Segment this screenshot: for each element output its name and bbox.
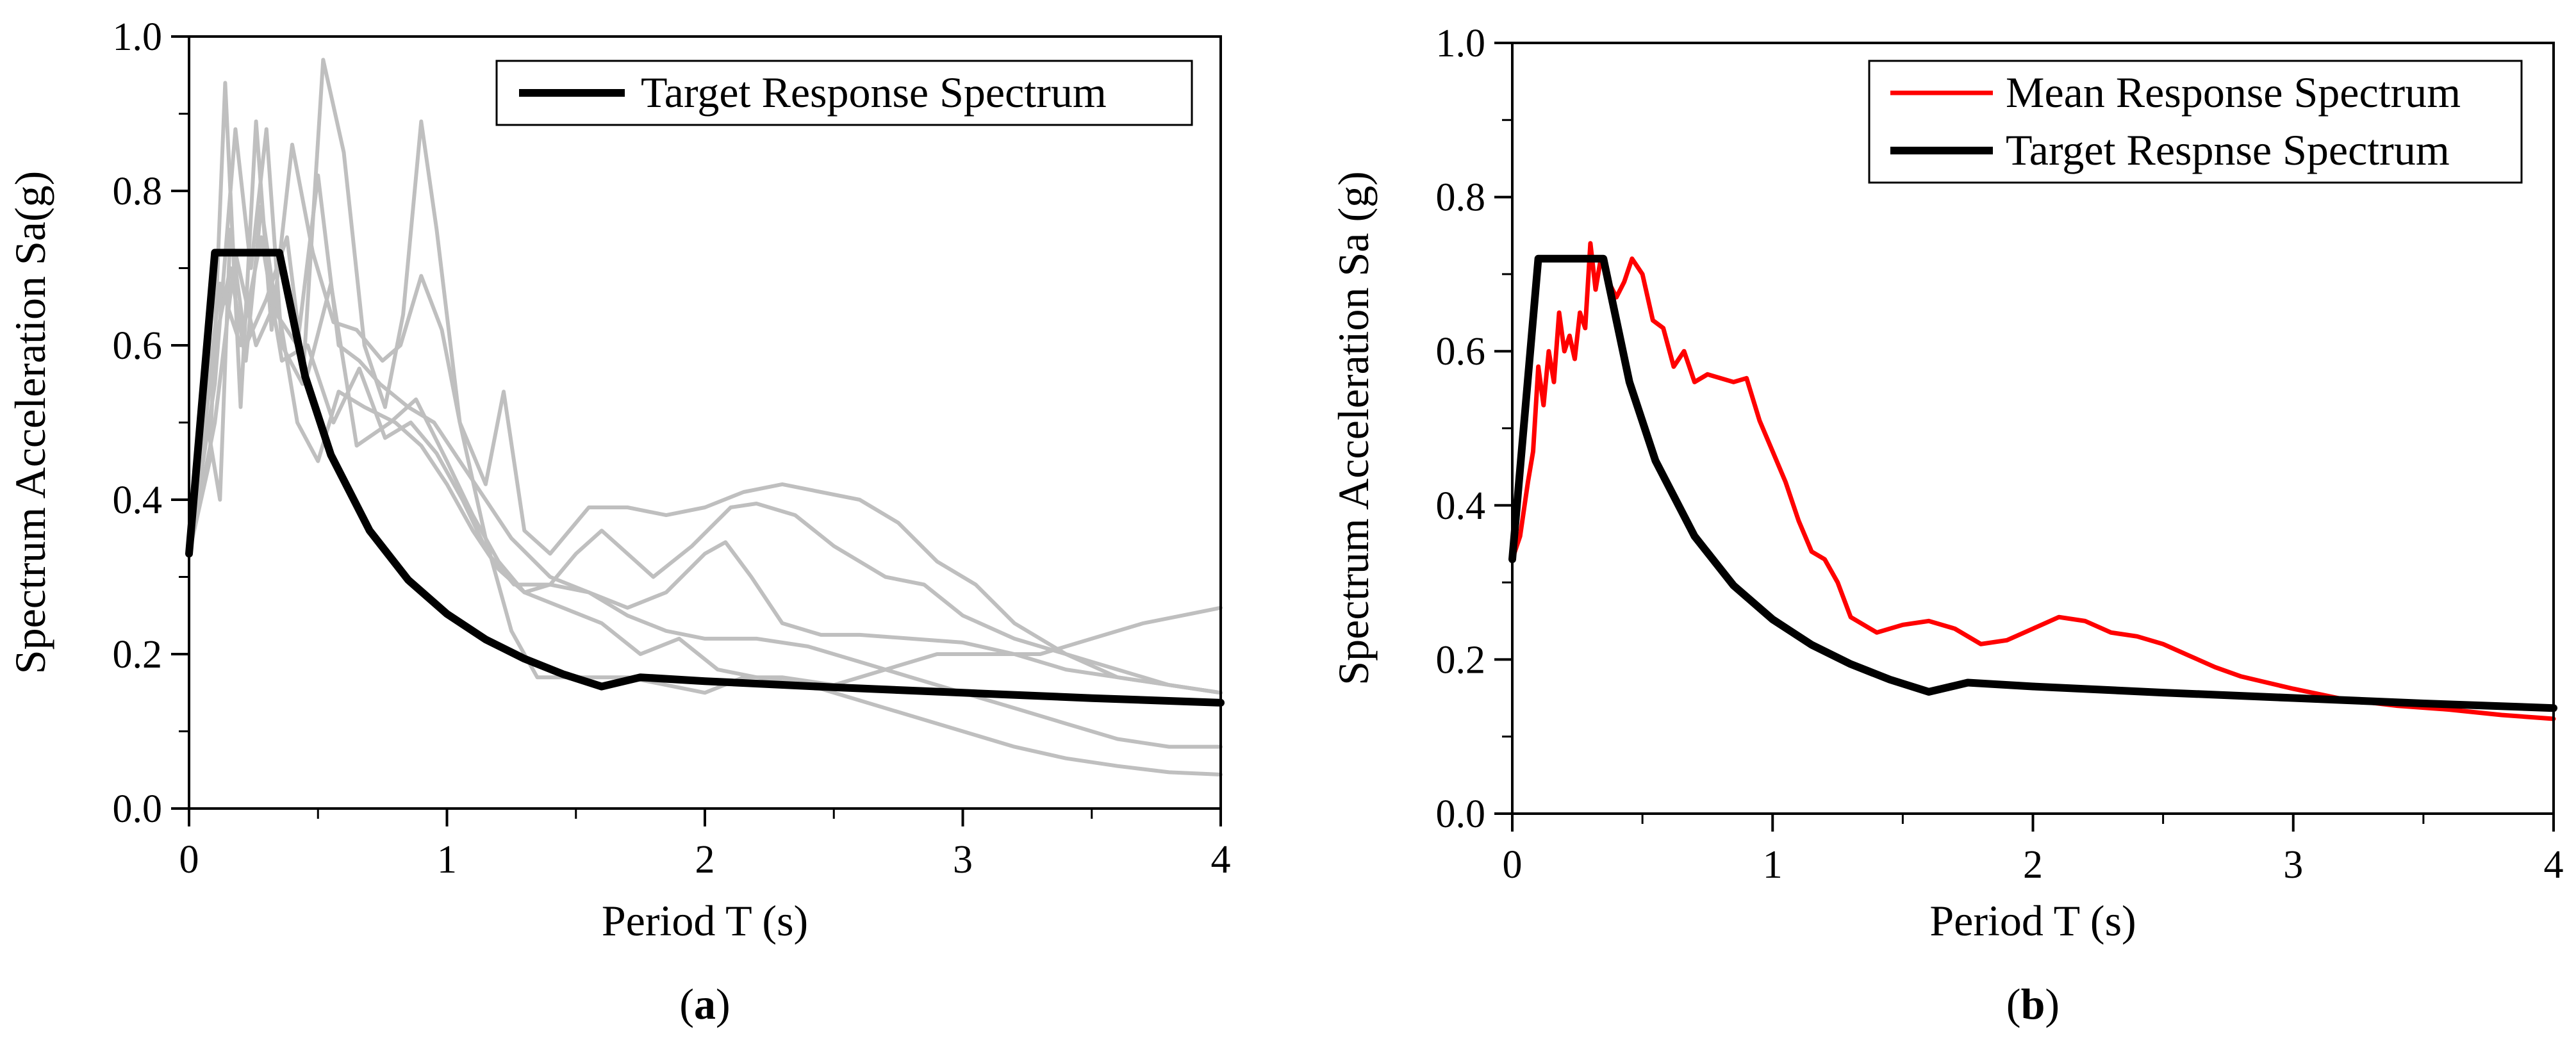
y-tick-label: 0.2 <box>113 633 163 677</box>
caption-letter: a <box>694 980 716 1028</box>
x-tick-label: 0 <box>1503 843 1523 887</box>
y-tick-label: 0.4 <box>113 479 163 522</box>
y-tick-label: 0.2 <box>1436 638 1486 682</box>
panel-caption: (b) <box>2006 980 2060 1028</box>
x-tick-label: 1 <box>437 838 457 882</box>
legend: Target Response Spectrum <box>495 60 1193 126</box>
x-tick-label: 3 <box>2283 843 2303 887</box>
y-tick-label: 0.4 <box>1436 484 1486 528</box>
series-line-target-respnse-spectrum <box>1508 254 2557 712</box>
caption-open: ( <box>2006 980 2021 1028</box>
y-tick-label: 0.6 <box>1436 330 1486 374</box>
panel-caption: (a) <box>679 980 730 1028</box>
x-axis-title: Period T (s) <box>602 896 808 945</box>
caption-close: ) <box>716 980 731 1028</box>
x-tick-label: 3 <box>953 838 973 882</box>
y-tick-label: 0.8 <box>1436 176 1486 220</box>
legend: Mean Response Spectrum Target Respnse Spe… <box>1868 60 2523 184</box>
y-tick-label: 0.6 <box>113 324 163 368</box>
panel-b: 0 1 2 3 4 0.0 0.2 0.4 0.6 0.8 1.0 Period T (s) Spect… <box>1329 22 2564 1028</box>
series-line-record-1 <box>187 227 1223 695</box>
panel-a: 0 1 2 3 4 0.0 0.2 0.4 0.6 0.8 1.0 Period T (s) Spect… <box>6 15 1231 1028</box>
x-tick-label: 2 <box>2023 843 2043 887</box>
legend-label: Mean Response Spectrum <box>2006 68 2461 117</box>
series-line-record-5 <box>187 250 1223 776</box>
x-tick-label: 4 <box>2544 843 2564 887</box>
x-tick-label: 2 <box>695 838 715 882</box>
y-tick-label: 1.0 <box>1436 22 1486 65</box>
y-tick-label: 0.0 <box>1436 793 1486 836</box>
y-axis-title: Spectrum Acceleration Sa (g) <box>1329 171 1378 686</box>
series-line-target-response-spectrum <box>185 249 1225 707</box>
x-tick-label: 4 <box>1211 838 1231 882</box>
caption-open: ( <box>679 980 694 1028</box>
caption-close: ) <box>2045 980 2060 1028</box>
caption-letter: b <box>2021 980 2045 1028</box>
series-line-record-2 <box>187 81 1223 695</box>
y-tick-label: 0.0 <box>113 787 163 831</box>
legend-label: Target Respnse Spectrum <box>2006 126 2450 174</box>
series-line-record-3 <box>187 58 1223 695</box>
x-axis-title: Period T (s) <box>1929 896 2136 945</box>
legend-label: Target Response Spectrum <box>641 68 1107 117</box>
y-axis-title: Spectrum Acceleration Sa(g) <box>6 171 54 675</box>
legend-box <box>1868 60 2523 184</box>
series-line-record-6 <box>187 235 1223 695</box>
x-tick-label: 0 <box>179 838 199 882</box>
y-tick-label: 0.8 <box>113 170 163 213</box>
x-tick-label: 1 <box>1763 843 1783 887</box>
series-line-mean-response-spectrum <box>1510 241 2556 721</box>
y-tick-label: 1.0 <box>113 15 163 59</box>
